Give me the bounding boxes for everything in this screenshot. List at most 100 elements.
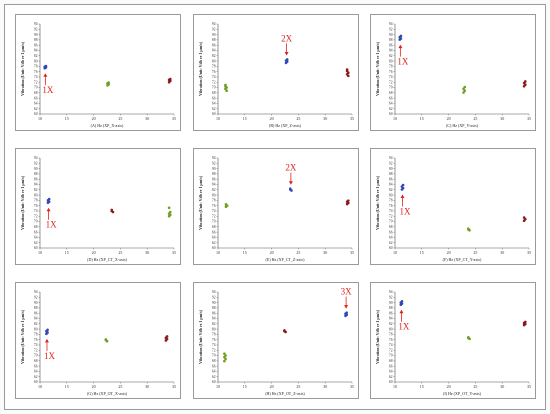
y-tick-label: 82 xyxy=(34,54,38,58)
y-tick-label: 94 xyxy=(389,156,393,160)
y-tick-label: 74 xyxy=(212,75,216,79)
annotation-arrowhead xyxy=(344,305,349,309)
data-point-1x xyxy=(400,299,404,303)
data-point-3x xyxy=(165,335,169,338)
y-tick-label: 66 xyxy=(389,96,393,100)
y-tick-label: 72 xyxy=(34,348,38,352)
x-tick-label: 20 xyxy=(447,384,451,389)
panel-e: 60 62 64 66 68 70 72 74 76 78 80 82 84 86 88 90 92 94 10 15… xyxy=(193,148,359,265)
y-tick-label: 80 xyxy=(389,193,393,197)
chart-caption: (F) Hz (XP_CT_Y-axis) xyxy=(443,257,482,262)
data-point-3x xyxy=(522,84,526,88)
y-tick-label: 80 xyxy=(34,193,38,197)
x-tick-label: 20 xyxy=(92,116,96,121)
y-tick-label: 90 xyxy=(212,167,216,171)
y-tick-label: 90 xyxy=(389,33,393,37)
annotation-label: 1X xyxy=(397,57,409,67)
y-tick-label: 94 xyxy=(34,156,38,160)
y-tick-label: 70 xyxy=(389,220,393,224)
y-tick-label: 78 xyxy=(389,333,393,337)
data-point-1x xyxy=(43,66,47,70)
data-point-3x xyxy=(347,199,350,202)
data-point-3x xyxy=(344,314,347,318)
y-tick-label: 70 xyxy=(212,86,216,90)
y-tick-label: 78 xyxy=(34,333,38,337)
y-axis-label: Vibration (Unit: Vdb re 1 μm/s) xyxy=(198,175,203,230)
x-tick-label: 30 xyxy=(145,384,149,389)
y-tick-label: 90 xyxy=(212,301,216,305)
x-tick-label: 10 xyxy=(38,384,42,389)
data-point-3x xyxy=(347,74,350,78)
y-axis-label: Vibration (Unit: Vdb re 1 μm/s) xyxy=(375,175,380,230)
y-tick-label: 70 xyxy=(389,86,393,90)
y-tick-label: 82 xyxy=(34,322,38,326)
y-tick-label: 86 xyxy=(212,311,216,315)
y-tick-label: 92 xyxy=(34,295,38,299)
x-tick-label: 25 xyxy=(296,116,300,121)
y-tick-label: 62 xyxy=(389,107,393,111)
y-tick-label: 92 xyxy=(212,27,216,31)
y-tick-label: 86 xyxy=(34,43,38,47)
y-tick-label: 78 xyxy=(389,199,393,203)
y-tick-label: 88 xyxy=(212,306,216,310)
panel-d: 60 62 64 66 68 70 72 74 76 78 80 82 84 86 88 90 92 94 10 15… xyxy=(15,148,181,265)
chart-caption: (I) Hz (XP_OT_Y-axis) xyxy=(443,391,482,396)
y-tick-label: 80 xyxy=(389,59,393,63)
figure-frame: 60 62 64 66 68 70 72 74 76 78 80 82 84 86 88 90 92 94 10 15… xyxy=(4,4,546,410)
panel-b: 60 62 64 66 68 70 72 74 76 78 80 82 84 86 88 90 92 94 10 15… xyxy=(193,14,359,131)
y-tick-label: 62 xyxy=(34,107,38,111)
panel-i: 60 62 64 66 68 70 72 74 76 78 80 82 84 86 88 90 92 94 10 15… xyxy=(370,282,536,399)
data-point-1x xyxy=(400,188,404,191)
y-tick-label: 62 xyxy=(389,375,393,379)
x-tick-label: 10 xyxy=(38,116,42,121)
data-point-1x xyxy=(223,359,226,363)
y-tick-label: 66 xyxy=(389,364,393,368)
y-tick-label: 76 xyxy=(212,70,216,74)
y-tick-label: 68 xyxy=(34,91,38,95)
data-point-2x xyxy=(463,85,467,89)
panel-c: 60 62 64 66 68 70 72 74 76 78 80 82 84 86 88 90 92 94 10 15… xyxy=(370,14,536,131)
x-tick-label: 25 xyxy=(296,384,300,389)
y-tick-label: 92 xyxy=(389,161,393,165)
y-tick-label: 64 xyxy=(34,236,38,240)
y-tick-label: 70 xyxy=(212,354,216,358)
x-tick-label: 15 xyxy=(420,250,424,255)
y-tick-label: 62 xyxy=(34,375,38,379)
x-tick-label: 10 xyxy=(216,384,220,389)
y-tick-label: 80 xyxy=(212,59,216,63)
x-tick-label: 30 xyxy=(500,250,504,255)
y-tick-label: 68 xyxy=(389,359,393,363)
x-tick-label: 20 xyxy=(92,250,96,255)
panel-a: 60 62 64 66 68 70 72 74 76 78 80 82 84 86 88 90 92 94 10 15… xyxy=(15,14,181,131)
y-tick-label: 86 xyxy=(389,311,393,315)
y-tick-label: 64 xyxy=(212,102,216,106)
data-point-2x xyxy=(462,91,465,94)
data-point-3x xyxy=(524,80,527,83)
x-tick-label: 10 xyxy=(216,116,220,121)
y-tick-label: 62 xyxy=(212,241,216,245)
x-tick-label: 15 xyxy=(420,384,424,389)
x-tick-label: 25 xyxy=(473,116,477,121)
y-axis-label: Vibration (Unit: Vdb re 1 μm/s) xyxy=(375,309,380,364)
y-tick-label: 94 xyxy=(34,22,38,26)
data-point-3x xyxy=(522,323,526,327)
x-tick-label: 35 xyxy=(172,116,176,121)
y-tick-label: 60 xyxy=(34,112,38,116)
y-tick-label: 70 xyxy=(34,354,38,358)
y-tick-label: 84 xyxy=(34,317,38,321)
data-point-1x xyxy=(398,38,402,41)
y-tick-label: 88 xyxy=(389,172,393,176)
y-tick-label: 84 xyxy=(212,183,216,187)
y-tick-label: 86 xyxy=(212,43,216,47)
y-tick-label: 72 xyxy=(212,348,216,352)
y-tick-label: 60 xyxy=(34,380,38,384)
y-tick-label: 76 xyxy=(34,70,38,74)
annotation-label: 2X xyxy=(285,163,297,173)
y-tick-label: 76 xyxy=(34,204,38,208)
annotation-label: 2X xyxy=(281,33,293,43)
data-point-2x xyxy=(462,87,465,91)
y-tick-label: 78 xyxy=(212,199,216,203)
annotation-arrowhead xyxy=(46,207,51,212)
